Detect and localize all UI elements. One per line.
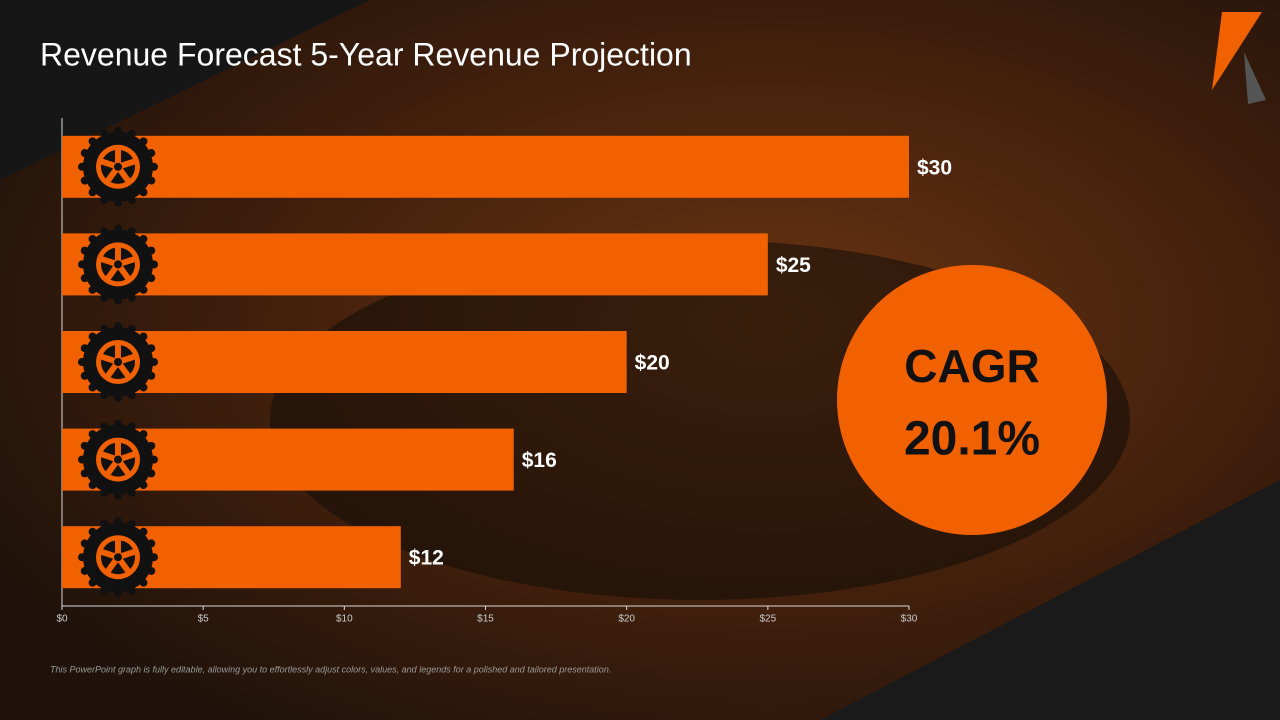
cagr-value: 20.1%	[904, 413, 1040, 466]
hub	[114, 260, 122, 269]
value-label: $20	[635, 352, 670, 375]
bar	[62, 135, 909, 198]
corner-shape	[820, 480, 1280, 720]
logo-shape	[1212, 12, 1262, 90]
tire-icon	[78, 126, 158, 207]
hub	[114, 553, 122, 562]
bar	[62, 233, 768, 296]
plot-area: $0 $5 $10 $15 $20 $25 $30 $30 $25 $20 $16 $12	[56, 126, 952, 625]
logo-shape	[1244, 52, 1266, 104]
chart-title: Revenue Forecast 5-Year Revenue Projecti…	[40, 36, 692, 72]
value-label: $12	[409, 547, 444, 570]
tire-icon	[78, 322, 158, 402]
cagr-circle	[837, 265, 1107, 535]
x-tick-label: $0	[56, 614, 68, 625]
value-label: $16	[522, 449, 557, 472]
value-label: $30	[917, 156, 952, 179]
x-tick-label: $25	[759, 614, 776, 625]
x-tick-label: $15	[477, 614, 494, 625]
tire-icon	[78, 419, 158, 500]
x-tick-label: $30	[901, 614, 918, 625]
tire-icon	[78, 224, 158, 305]
footnote: This PowerPoint graph is fully editable,…	[50, 664, 611, 674]
hub	[114, 358, 122, 366]
tire-icon	[78, 517, 158, 598]
cagr-label: CAGR	[904, 340, 1039, 392]
x-tick-label: $5	[198, 614, 210, 625]
x-tick-label: $10	[336, 614, 353, 625]
hub	[114, 162, 122, 171]
x-tick-label: $20	[618, 614, 635, 625]
value-label: $25	[776, 254, 811, 277]
hub	[114, 455, 122, 464]
